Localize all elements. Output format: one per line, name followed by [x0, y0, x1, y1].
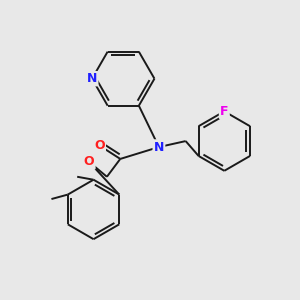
Text: O: O — [84, 155, 94, 168]
Text: N: N — [87, 72, 97, 85]
Text: O: O — [94, 139, 105, 152]
Text: O: O — [94, 139, 105, 152]
Text: F: F — [220, 105, 229, 118]
Text: N: N — [87, 72, 97, 85]
Text: O: O — [84, 155, 94, 168]
Text: F: F — [220, 105, 229, 118]
Text: N: N — [154, 140, 164, 154]
Text: N: N — [154, 140, 164, 154]
